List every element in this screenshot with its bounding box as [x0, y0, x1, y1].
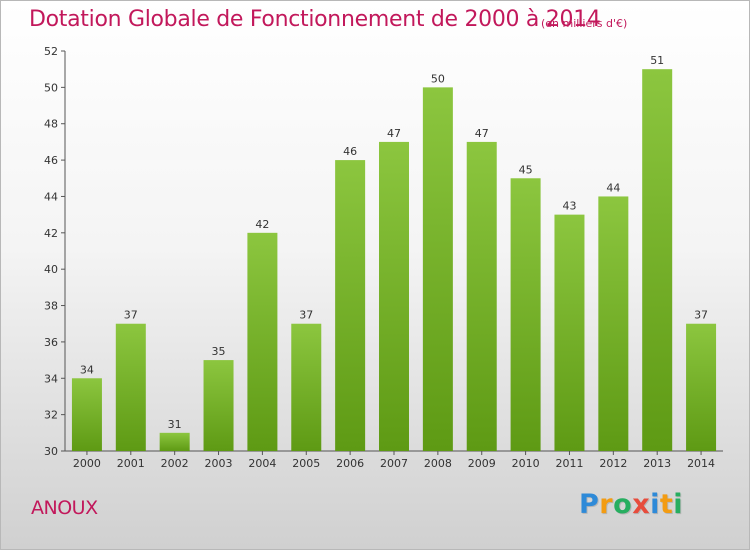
bars: [71, 69, 717, 452]
bar: [379, 141, 409, 451]
logo-letter: t: [659, 489, 674, 520]
bar-value-label: 37: [299, 309, 313, 322]
bar: [115, 323, 146, 451]
bar: [642, 69, 673, 451]
logo-letter: x: [632, 489, 651, 520]
x-tick-label: 2004: [248, 457, 276, 470]
bar-value-label: 43: [562, 200, 576, 213]
y-tick-label: 48: [44, 118, 58, 131]
bar: [335, 160, 366, 451]
x-tick-label: 2003: [205, 457, 233, 470]
bar-value-label: 42: [255, 218, 269, 231]
bar-value-label: 50: [431, 72, 445, 85]
x-tick-label: 2008: [424, 457, 452, 470]
bar: [159, 432, 190, 451]
bar-value-label: 31: [168, 418, 182, 431]
bar-value-label: 37: [694, 309, 708, 322]
x-tick-label: 2011: [555, 457, 583, 470]
bar: [247, 232, 278, 451]
x-tick-label: 2000: [73, 457, 101, 470]
logo-letter: i: [650, 489, 660, 520]
bar: [686, 323, 717, 451]
y-tick-label: 44: [44, 190, 58, 203]
logo-letter: P: [579, 489, 600, 520]
bar: [510, 178, 541, 452]
bar-value-label: 37: [124, 309, 138, 322]
bar-value-label: 45: [519, 163, 533, 176]
y-tick-label: 42: [44, 227, 58, 240]
bar: [203, 360, 234, 451]
commune-name: ANOUX: [31, 497, 98, 519]
y-tick-label: 30: [44, 445, 58, 458]
y-tick-label: 34: [44, 372, 58, 385]
y-tick-label: 50: [44, 81, 58, 94]
y-tick-label: 52: [44, 45, 58, 58]
x-tick-label: 2006: [336, 457, 364, 470]
x-tick-label: 2009: [468, 457, 496, 470]
bar-value-label: 47: [475, 127, 489, 140]
bar: [71, 378, 102, 451]
labels: 2000 34 2001 37 2002 31 2003 35 2004 42 2005 37 2006…: [73, 54, 715, 470]
x-tick-label: 2010: [512, 457, 540, 470]
axes: 30 32 34 36 38 40 42 44 46 48 50 52: [44, 45, 723, 458]
bar-value-label: 51: [650, 54, 664, 67]
bar: [598, 196, 629, 451]
x-tick-label: 2007: [380, 457, 408, 470]
x-tick-label: 2012: [599, 457, 627, 470]
bar: [554, 214, 585, 451]
y-tick-label: 46: [44, 154, 58, 167]
proxiti-logo: Proxiti: [579, 489, 683, 520]
bar-value-label: 35: [212, 345, 226, 358]
bar-value-label: 34: [80, 363, 94, 376]
bar-value-label: 47: [387, 127, 401, 140]
bar: [466, 141, 497, 451]
chart-subtitle: (en milliers d'€): [541, 17, 628, 30]
logo-letter: i: [673, 489, 684, 520]
logo-letter: o: [613, 489, 633, 520]
logo-letter: r: [599, 489, 614, 520]
bar-value-label: 44: [606, 181, 620, 194]
y-tick-label: 32: [44, 409, 58, 422]
bar: [422, 87, 453, 451]
chart-title: Dotation Globale de Fonctionnement de 20…: [29, 7, 601, 32]
y-tick-label: 40: [44, 263, 58, 276]
x-tick-label: 2005: [292, 457, 320, 470]
y-tick-label: 38: [44, 300, 58, 313]
x-tick-label: 2002: [161, 457, 189, 470]
x-tick-label: 2014: [687, 457, 715, 470]
bar: [291, 323, 322, 451]
x-tick-label: 2001: [117, 457, 145, 470]
y-tick-label: 36: [44, 336, 58, 349]
bar-value-label: 46: [343, 145, 357, 158]
x-tick-label: 2013: [643, 457, 671, 470]
